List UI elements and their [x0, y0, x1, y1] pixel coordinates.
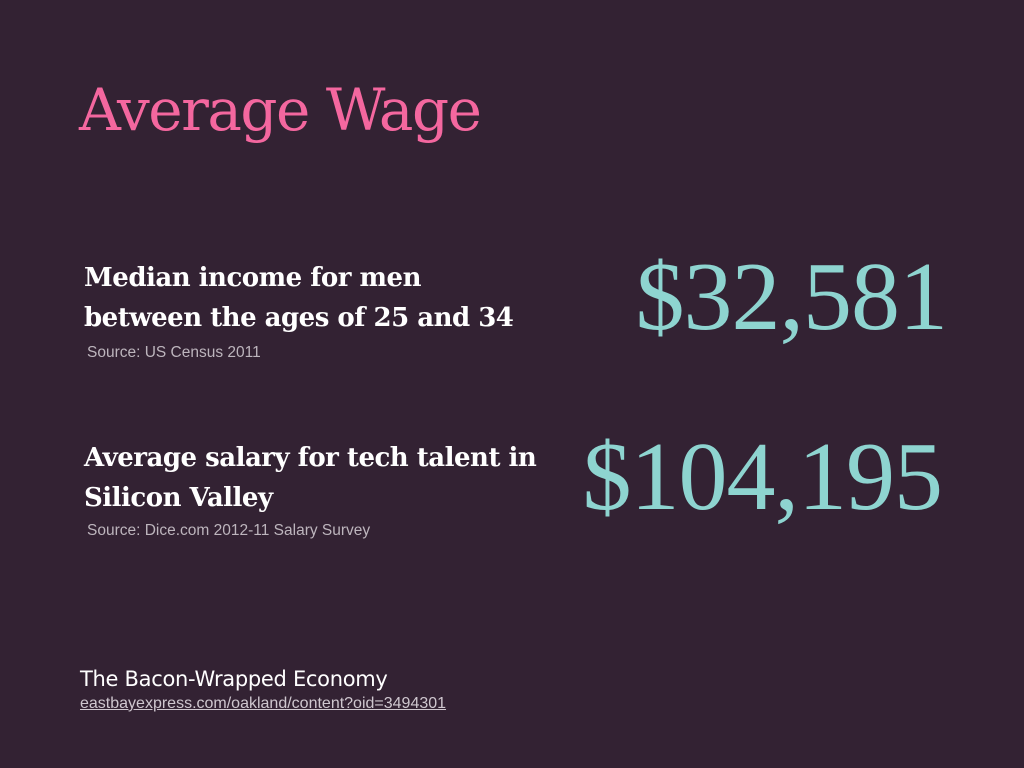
footer-article-title: The Bacon-Wrapped Economy [80, 667, 388, 691]
stat-label-line: Median income for men [84, 263, 421, 293]
slide-title: Average Wage [79, 76, 482, 144]
stat-label-tech-salary: Average salary for tech talent in Silico… [84, 438, 537, 518]
stat-source-tech-salary: Source: Dice.com 2012-11 Salary Survey [87, 522, 371, 539]
stat-value-tech-salary: $104,195 [582, 423, 943, 531]
stat-label-line: Silicon Valley [84, 483, 273, 513]
stat-source-median-income: Source: US Census 2011 [87, 344, 261, 361]
footer-source-link[interactable]: eastbayexpress.com/oakland/content?oid=3… [80, 695, 447, 712]
stat-label-line: between the ages of 25 and 34 [84, 303, 514, 333]
stat-label-median-income: Median income for men between the ages o… [84, 258, 514, 338]
stat-value-median-income: $32,581 [635, 243, 948, 351]
stat-label-line: Average salary for tech talent in [84, 443, 537, 473]
